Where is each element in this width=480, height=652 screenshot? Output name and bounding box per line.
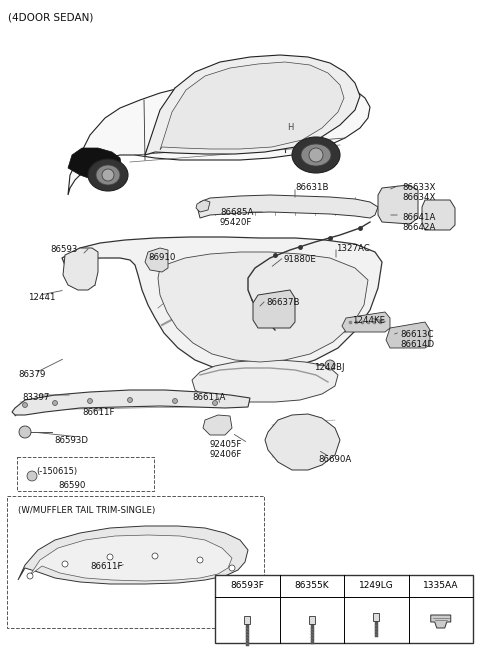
Circle shape bbox=[197, 557, 203, 563]
Text: 86634X: 86634X bbox=[402, 193, 435, 202]
Polygon shape bbox=[386, 322, 430, 348]
Polygon shape bbox=[196, 200, 210, 212]
Circle shape bbox=[107, 554, 113, 560]
Polygon shape bbox=[158, 252, 368, 362]
Text: H: H bbox=[287, 123, 293, 132]
Text: 86641A: 86641A bbox=[402, 213, 435, 222]
Text: 1244KE: 1244KE bbox=[352, 316, 385, 325]
Circle shape bbox=[229, 565, 235, 571]
Polygon shape bbox=[378, 185, 418, 224]
Polygon shape bbox=[160, 62, 344, 150]
Polygon shape bbox=[62, 237, 382, 372]
Text: 86685A: 86685A bbox=[220, 208, 253, 217]
Text: 86611F: 86611F bbox=[90, 562, 122, 571]
Polygon shape bbox=[30, 535, 232, 581]
Text: 92405F: 92405F bbox=[210, 440, 242, 449]
Polygon shape bbox=[192, 360, 338, 402]
Polygon shape bbox=[342, 312, 390, 332]
Circle shape bbox=[102, 169, 114, 181]
Text: 86614D: 86614D bbox=[400, 340, 434, 349]
Polygon shape bbox=[68, 148, 122, 182]
Circle shape bbox=[172, 398, 178, 404]
Circle shape bbox=[309, 148, 323, 162]
Text: 1249LG: 1249LG bbox=[359, 582, 394, 591]
Polygon shape bbox=[145, 248, 168, 272]
FancyBboxPatch shape bbox=[7, 496, 264, 628]
Ellipse shape bbox=[292, 137, 340, 173]
Circle shape bbox=[213, 400, 217, 406]
Circle shape bbox=[27, 471, 37, 481]
Circle shape bbox=[23, 402, 27, 408]
Polygon shape bbox=[12, 390, 250, 415]
Text: 1335AA: 1335AA bbox=[423, 582, 458, 591]
Text: 1244BJ: 1244BJ bbox=[314, 363, 345, 372]
Text: 95420F: 95420F bbox=[220, 218, 252, 227]
Text: (4DOOR SEDAN): (4DOOR SEDAN) bbox=[8, 12, 94, 22]
Circle shape bbox=[52, 400, 58, 406]
Polygon shape bbox=[18, 526, 248, 584]
Ellipse shape bbox=[88, 159, 128, 191]
Text: 86593F: 86593F bbox=[230, 582, 264, 591]
FancyBboxPatch shape bbox=[17, 457, 154, 491]
Text: 1327AC: 1327AC bbox=[336, 244, 370, 253]
Text: 86637B: 86637B bbox=[266, 298, 300, 307]
Text: 83397: 83397 bbox=[22, 393, 49, 402]
Polygon shape bbox=[145, 55, 360, 155]
Text: 86355K: 86355K bbox=[294, 582, 329, 591]
Bar bbox=[215, 575, 473, 643]
Text: 92406F: 92406F bbox=[210, 450, 242, 459]
Polygon shape bbox=[431, 615, 451, 628]
Polygon shape bbox=[63, 248, 98, 290]
Circle shape bbox=[325, 360, 335, 370]
Bar bbox=[373, 613, 379, 621]
Circle shape bbox=[87, 398, 93, 404]
Polygon shape bbox=[265, 414, 340, 470]
Ellipse shape bbox=[301, 144, 331, 166]
Text: 91880E: 91880E bbox=[284, 255, 317, 264]
Polygon shape bbox=[68, 78, 370, 195]
Text: 86642A: 86642A bbox=[402, 223, 435, 232]
Ellipse shape bbox=[96, 165, 120, 185]
Text: 12441: 12441 bbox=[28, 293, 56, 302]
Text: 86633X: 86633X bbox=[402, 183, 435, 192]
Text: 86631B: 86631B bbox=[295, 183, 328, 192]
Polygon shape bbox=[253, 290, 295, 328]
Polygon shape bbox=[198, 195, 378, 218]
Circle shape bbox=[62, 561, 68, 567]
Polygon shape bbox=[203, 415, 232, 435]
Circle shape bbox=[128, 398, 132, 402]
Text: 86690A: 86690A bbox=[318, 455, 351, 464]
Text: 86590: 86590 bbox=[58, 481, 85, 490]
Circle shape bbox=[27, 573, 33, 579]
Bar bbox=[309, 616, 315, 624]
Text: 86613C: 86613C bbox=[400, 330, 433, 339]
Text: (W/MUFFLER TAIL TRIM-SINGLE): (W/MUFFLER TAIL TRIM-SINGLE) bbox=[18, 506, 155, 515]
Circle shape bbox=[19, 426, 31, 438]
Text: 86611F: 86611F bbox=[82, 408, 115, 417]
Text: 86910: 86910 bbox=[148, 253, 175, 262]
Text: 86593D: 86593D bbox=[54, 436, 88, 445]
Text: 86593: 86593 bbox=[50, 245, 77, 254]
Text: 86611A: 86611A bbox=[192, 393, 226, 402]
Bar bbox=[244, 616, 250, 624]
Text: (-150615): (-150615) bbox=[36, 467, 77, 476]
Circle shape bbox=[152, 553, 158, 559]
Text: 86379: 86379 bbox=[18, 370, 46, 379]
Polygon shape bbox=[422, 200, 455, 230]
